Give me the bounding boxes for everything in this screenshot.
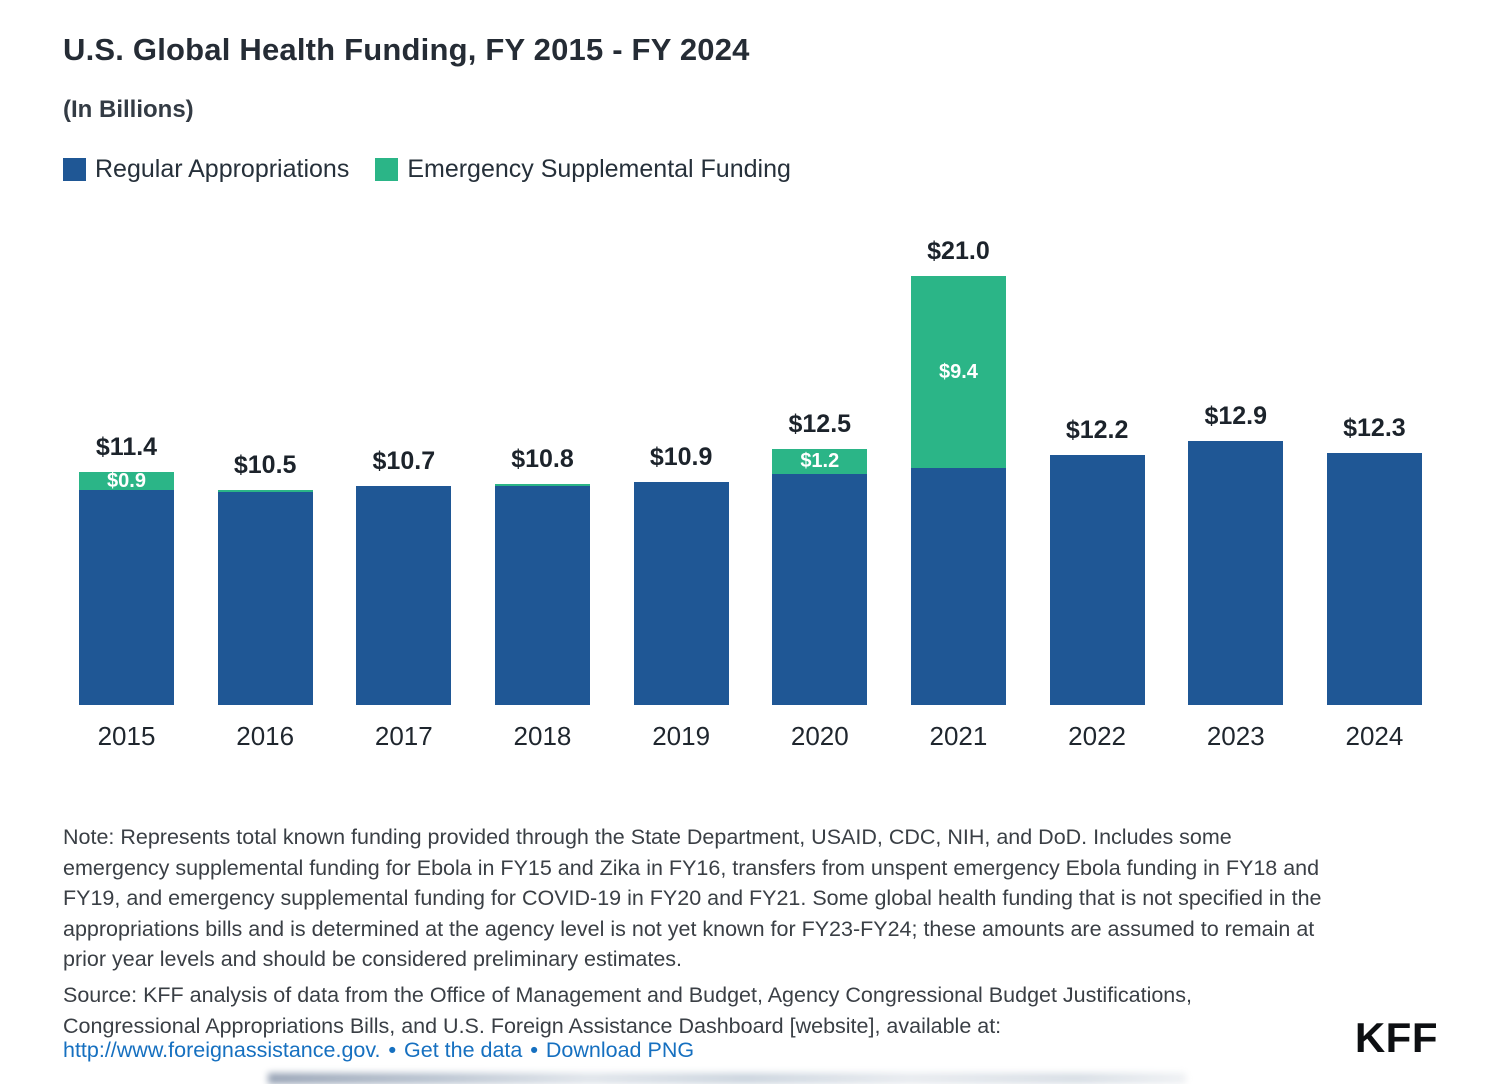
links-line: http://www.foreignassistance.gov. • Get … [63,1038,694,1063]
download-png-link[interactable]: Download PNG [545,1038,695,1062]
bar-segment-emergency: $1.2 [772,449,868,474]
bar-group-2024: $12.3 2024 [1326,255,1422,751]
kff-logo: KFF [1354,1014,1438,1061]
legend-item: Emergency Supplemental Funding [375,155,791,184]
bar-total-label: $12.5 [788,410,852,438]
bar-segment-emergency [494,484,590,486]
bar-group-2019: $10.9 2019 [633,255,729,751]
link-separator: • [530,1038,538,1062]
bar-segment-regular [1188,441,1284,705]
legend-swatch-icon [63,158,86,181]
bar-group-2015: $11.4 $0.9 2015 [79,255,174,751]
link-separator: • [388,1038,397,1062]
legend-label: Emergency Supplemental Funding [407,155,791,183]
x-axis-label: 2019 [652,721,711,751]
bar-total-label: $12.9 [1204,402,1268,430]
bar-total-label: $12.3 [1343,414,1406,442]
bar-segment-regular [494,486,590,705]
x-axis-label: 2023 [1206,721,1265,751]
note-text: Note: Represents total known funding pro… [63,825,1322,972]
x-axis-label: 2020 [790,721,849,751]
cropped-bottom-strip [268,1073,1186,1084]
bar-segment-regular [217,492,313,705]
foreignassistance-link[interactable]: http://www.foreignassistance.gov. [63,1038,381,1062]
legend-swatch-icon [375,158,399,181]
get-the-data-link[interactable]: Get the data [404,1038,523,1062]
x-axis-label: 2022 [1068,721,1127,751]
bar-segment-regular [356,486,452,705]
bar-segment-emergency [217,490,313,492]
bar-segment-emergency: $9.4 [910,276,1006,468]
bar-total-label: $11.4 [95,433,158,461]
bar-total-label: $10.9 [649,443,713,471]
chart-subtitle: (In Billions) [63,96,194,123]
bar-segment-regular [910,468,1006,705]
x-axis-label: 2018 [513,721,572,751]
bar-group-2018: $10.8 2018 [494,255,590,751]
bar-group-2016: $10.5 2016 [217,255,313,751]
bar-group-2023: $12.9 2023 [1188,255,1284,751]
legend-item: Regular Appropriations [63,155,349,184]
bar-segment-regular [1326,453,1422,705]
bar-total-label: $10.8 [511,445,574,473]
source-text: Source: KFF analysis of data from the Of… [63,983,1192,1038]
bar-chart: $11.4 $0.9 2015 $10.5 2016 $10.7 2017 $10.8 2018… [79,237,1422,751]
bar-total-label: $21.0 [927,237,990,265]
x-axis-label: 2021 [929,721,988,751]
x-axis-label: 2024 [1345,721,1404,751]
bar-segment-emergency: $0.9 [79,469,174,492]
bar-total-label: $10.5 [233,451,297,479]
legend-label: Regular Appropriations [95,155,350,183]
bar-segment-regular [772,474,868,705]
bar-group-2017: $10.7 2017 [356,255,452,751]
bar-group-2021: $21.0 $9.4 2021 [910,237,1006,751]
x-axis-label: 2017 [374,721,433,751]
bar-segment-value-label: $9.4 [938,360,978,383]
x-axis-label: 2015 [97,721,156,751]
bar-segment-regular [633,482,729,705]
bar-total-label: $10.7 [372,447,436,475]
bar-segment-regular [79,490,174,705]
bar-group-2022: $12.2 2022 [1049,255,1145,751]
chart-legend: Regular Appropriations Emergency Suppleme… [63,155,791,184]
bar-segment-value-label: $1.2 [800,450,840,472]
bar-segment-regular [1049,455,1145,705]
bar-total-label: $12.2 [1065,416,1129,444]
bar-group-2020: $12.5 $1.2 2020 [772,255,868,751]
x-axis-label: 2016 [236,721,295,751]
page-title: U.S. Global Health Funding, FY 2015 - FY… [63,32,750,67]
bar-segment-value-label: $0.9 [107,469,146,492]
